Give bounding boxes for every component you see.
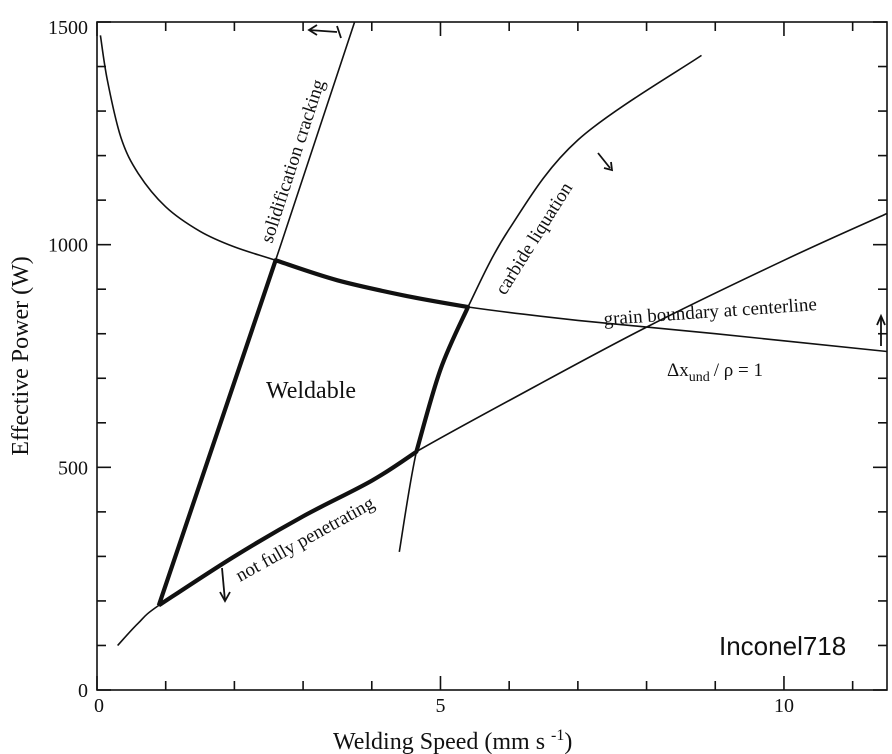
delta-x-subscript: und <box>689 370 710 385</box>
solidification-cracking-label: solidification cracking <box>257 77 330 246</box>
x-tick-label: 10 <box>774 695 794 717</box>
x-tick-label: 0 <box>94 695 104 717</box>
x-axis-title-end: ) <box>564 729 572 754</box>
plot-area-frame <box>96 21 888 691</box>
grain-boundary-label: grain boundary at centerline <box>603 294 818 330</box>
y-tick-label: 1000 <box>48 235 88 257</box>
arrow-solidification-icon <box>307 24 342 39</box>
carbide-liquation-label: carbide liquation <box>491 178 577 298</box>
arrow-grain-boundary-icon <box>876 313 886 346</box>
ratio-rest-text: / ρ = 1 <box>714 360 763 381</box>
delta-x-text: Δx <box>667 360 689 381</box>
x-axis-title: Welding Speed (mm s -1) <box>333 727 572 754</box>
x-tick-label: 5 <box>435 695 445 717</box>
delta-x-ratio-label: Δxund / ρ = 1 <box>667 360 763 385</box>
not-fully-penetrating-label: not fully penetrating <box>232 493 378 587</box>
axis-ticks <box>96 21 887 691</box>
series-lines <box>99 21 888 647</box>
arrow-carbide-icon <box>597 152 614 172</box>
y-tick-label: 0 <box>78 680 88 702</box>
material-label: Inconel718 <box>719 631 846 661</box>
weldable-region-boundary <box>156 258 471 608</box>
axis-tick-labels: 0 5 10 0 500 1000 1500 <box>48 17 794 717</box>
y-tick-label: 500 <box>58 457 88 479</box>
y-axis-title: Effective Power (W) <box>8 256 34 455</box>
y-tick-label: 1500 <box>48 17 88 39</box>
arrow-penetration-icon <box>219 567 231 603</box>
weldable-region-label: Weldable <box>266 378 356 404</box>
x-axis-title-exponent: -1 <box>551 727 564 744</box>
